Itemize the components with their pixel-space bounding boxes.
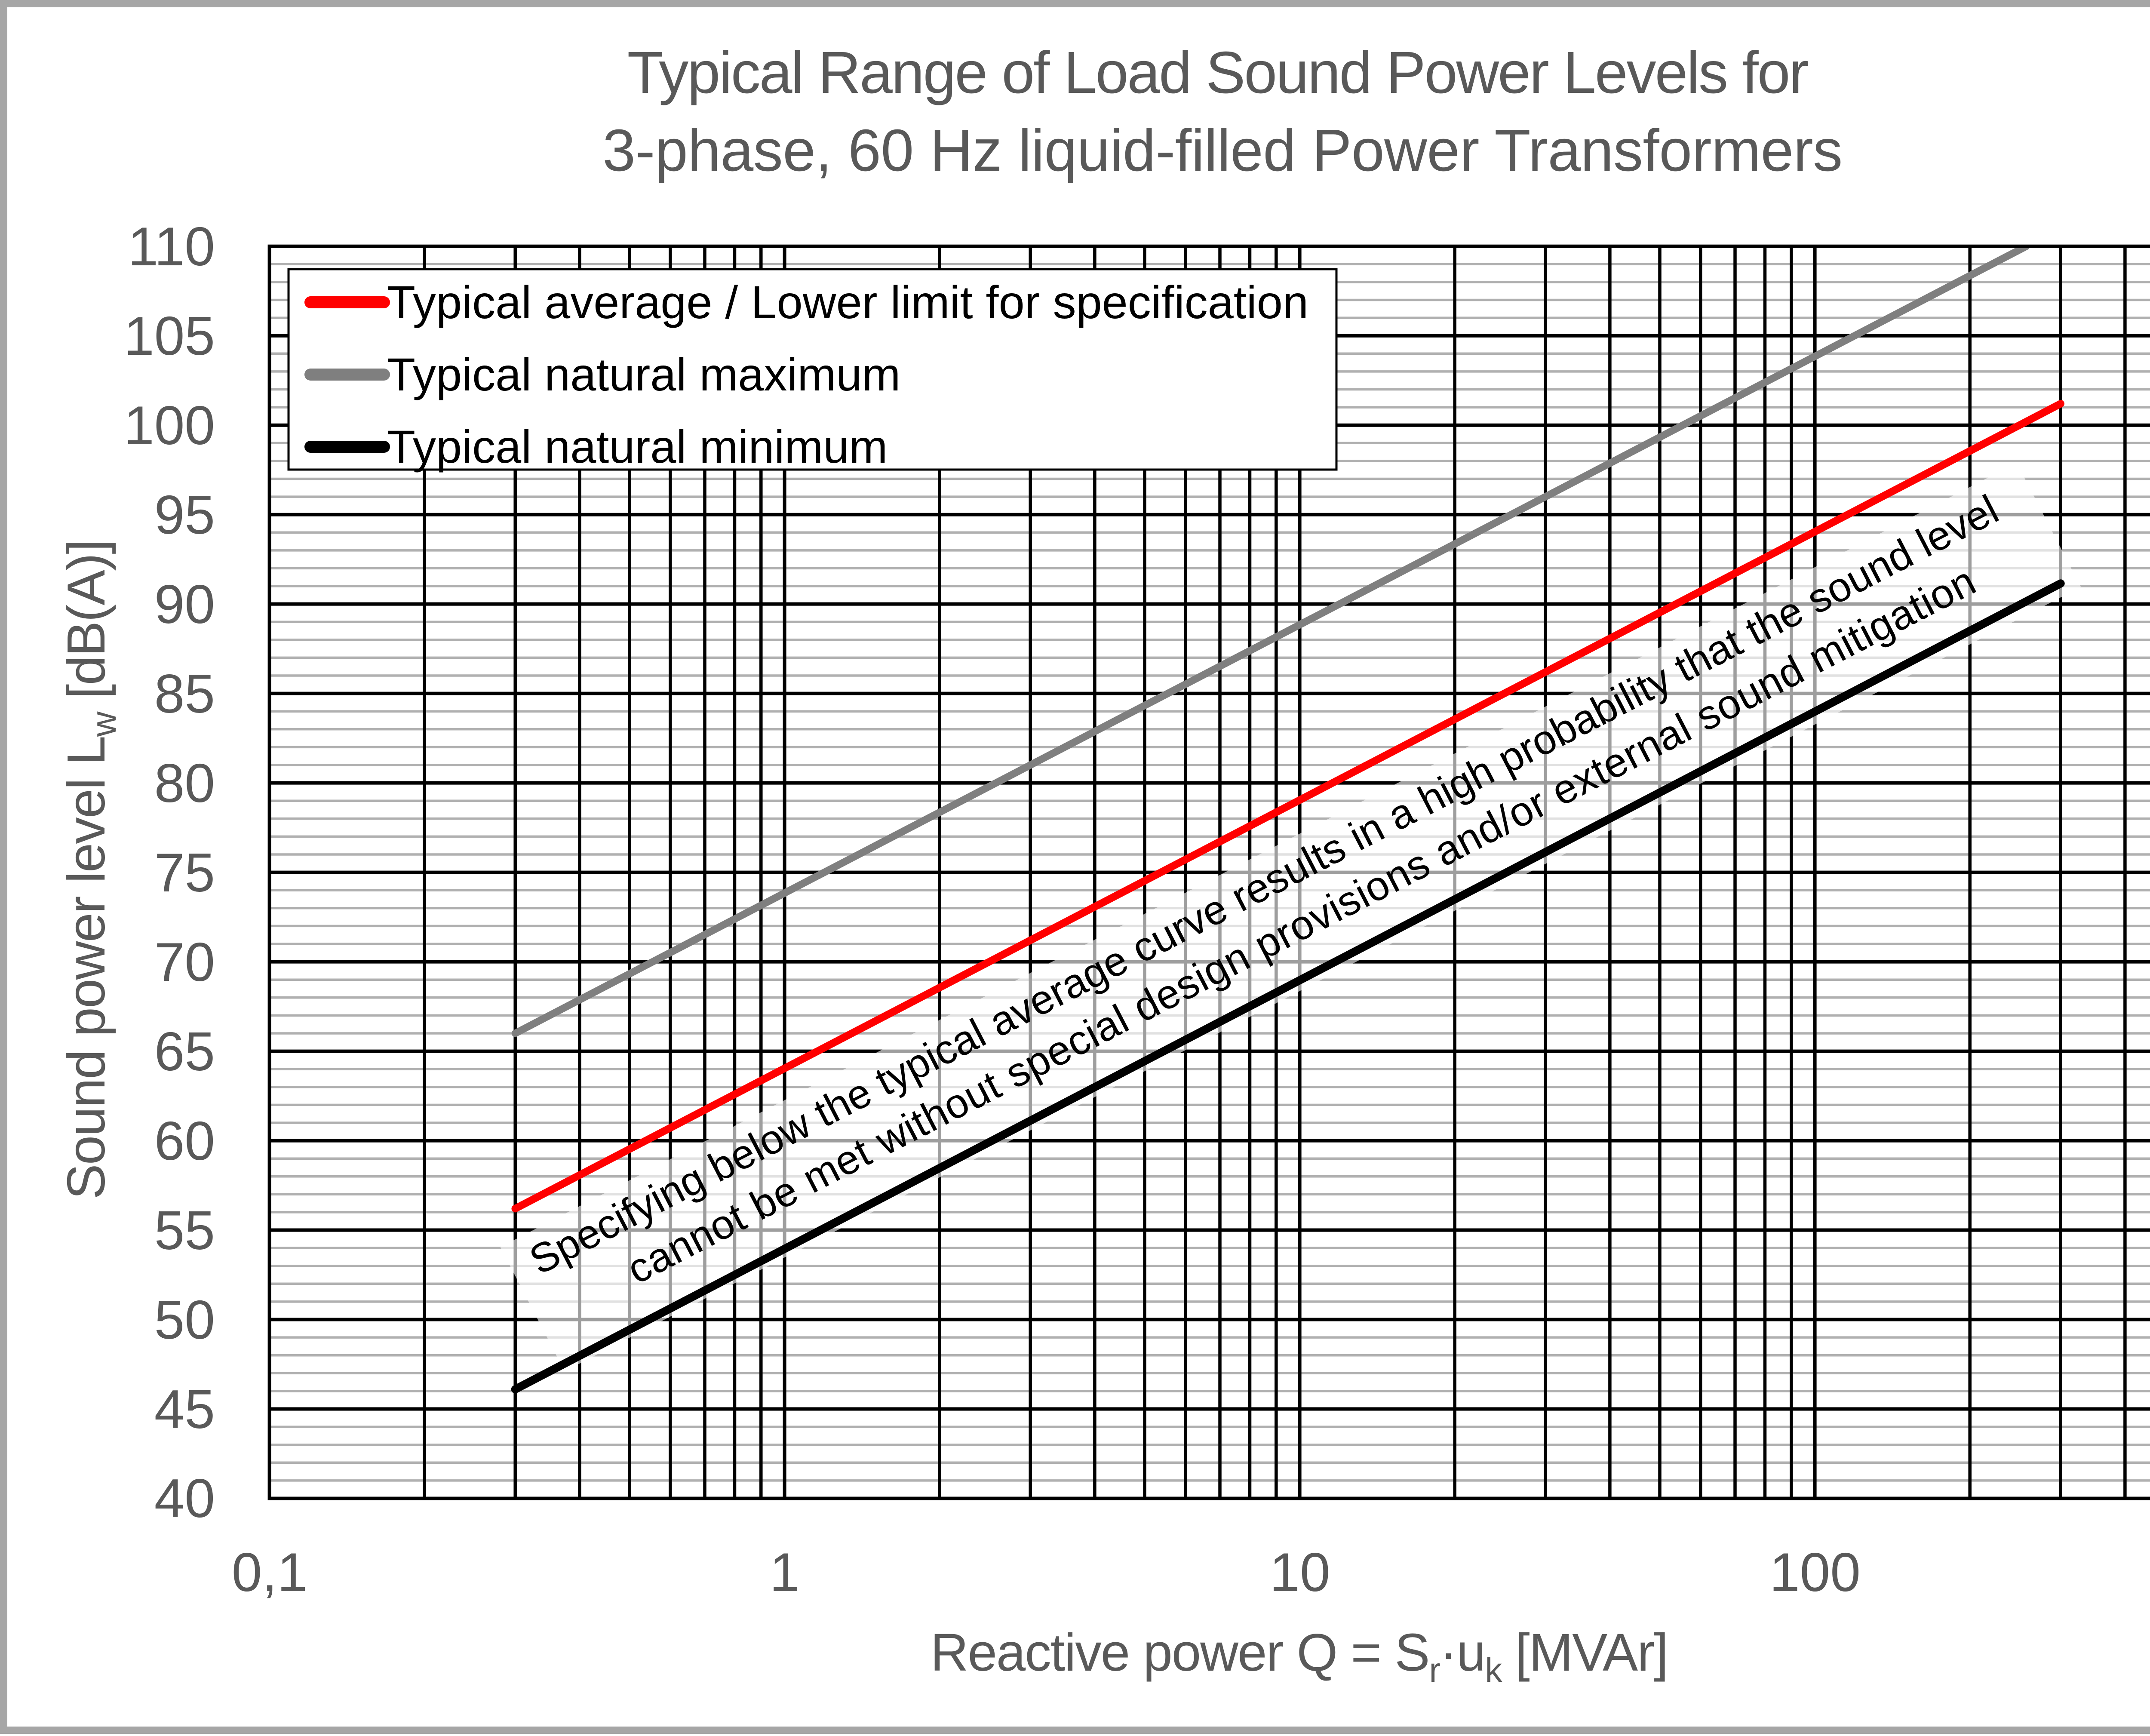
svg-text:0,1: 0,1 — [232, 1542, 308, 1603]
svg-text:65: 65 — [154, 1021, 215, 1082]
svg-text:110: 110 — [128, 216, 215, 277]
svg-text:100: 100 — [1769, 1542, 1861, 1603]
svg-text:75: 75 — [154, 842, 215, 903]
svg-text:3-phase, 60 Hz liquid-filled P: 3-phase, 60 Hz liquid-filled Power Trans… — [602, 117, 1842, 184]
svg-text:95: 95 — [154, 484, 215, 545]
svg-text:1: 1 — [770, 1542, 800, 1603]
svg-text:80: 80 — [154, 753, 215, 814]
svg-text:Sound power level Lw [dB(A)]: Sound power level Lw [dB(A)] — [57, 541, 123, 1199]
svg-text:50: 50 — [154, 1289, 215, 1350]
svg-text:90: 90 — [154, 574, 215, 635]
svg-text:Typical average / Lower limit: Typical average / Lower limit for specif… — [387, 276, 1308, 328]
svg-text:55: 55 — [154, 1200, 215, 1261]
svg-text:85: 85 — [154, 663, 215, 724]
svg-text:45: 45 — [154, 1379, 215, 1440]
svg-text:40: 40 — [154, 1468, 215, 1529]
svg-text:70: 70 — [154, 931, 215, 992]
svg-text:10: 10 — [1269, 1542, 1330, 1603]
svg-text:60: 60 — [154, 1110, 215, 1171]
svg-text:Typical Range of Load Sound Po: Typical Range of Load Sound Power Levels… — [627, 40, 1808, 106]
svg-text:Typical natural maximum: Typical natural maximum — [387, 348, 900, 400]
svg-text:Typical natural minimum: Typical natural minimum — [387, 421, 888, 473]
svg-text:105: 105 — [124, 305, 215, 366]
svg-text:100: 100 — [124, 395, 215, 456]
svg-text:Reactive power Q = Sr·uk [MVAr: Reactive power Q = Sr·uk [MVAr] — [931, 1623, 1668, 1689]
